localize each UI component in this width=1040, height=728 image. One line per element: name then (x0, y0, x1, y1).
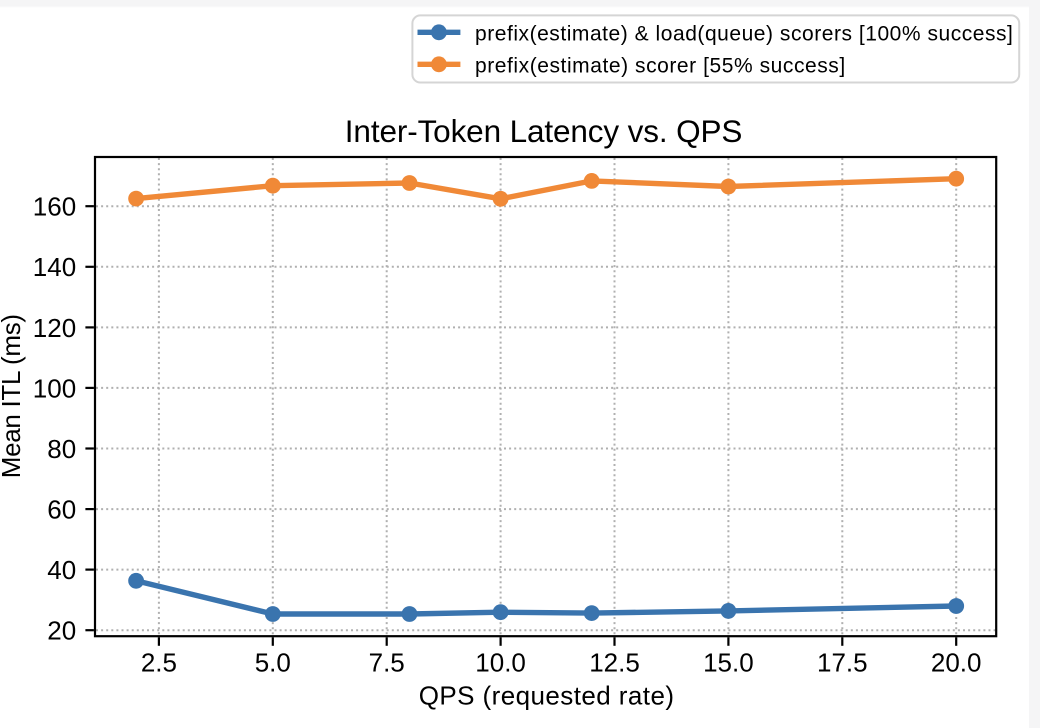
svg-text:17.5: 17.5 (817, 648, 868, 678)
svg-text:140: 140 (33, 252, 76, 282)
svg-text:100: 100 (33, 373, 76, 403)
svg-text:Inter-Token Latency vs. QPS: Inter-Token Latency vs. QPS (345, 113, 743, 149)
svg-text:10.0: 10.0 (475, 648, 526, 678)
svg-text:5.0: 5.0 (255, 648, 291, 678)
svg-text:60: 60 (47, 495, 76, 525)
svg-text:QPS (requested rate): QPS (requested rate) (419, 681, 674, 711)
svg-text:15.0: 15.0 (703, 648, 754, 678)
svg-text:7.5: 7.5 (369, 648, 405, 678)
svg-text:120: 120 (33, 313, 76, 343)
svg-text:20: 20 (47, 616, 76, 646)
svg-text:2.5: 2.5 (141, 648, 177, 678)
svg-text:160: 160 (33, 192, 76, 222)
svg-text:20.0: 20.0 (931, 648, 982, 678)
svg-text:Mean ITL (ms): Mean ITL (ms) (0, 314, 26, 478)
svg-text:prefix(estimate) & load(queue): prefix(estimate) & load(queue) scorers [… (475, 22, 1013, 45)
svg-text:12.5: 12.5 (589, 648, 640, 678)
svg-text:prefix(estimate) scorer [55% s: prefix(estimate) scorer [55% success] (475, 54, 845, 77)
svg-text:80: 80 (47, 434, 76, 464)
svg-text:40: 40 (47, 555, 76, 585)
